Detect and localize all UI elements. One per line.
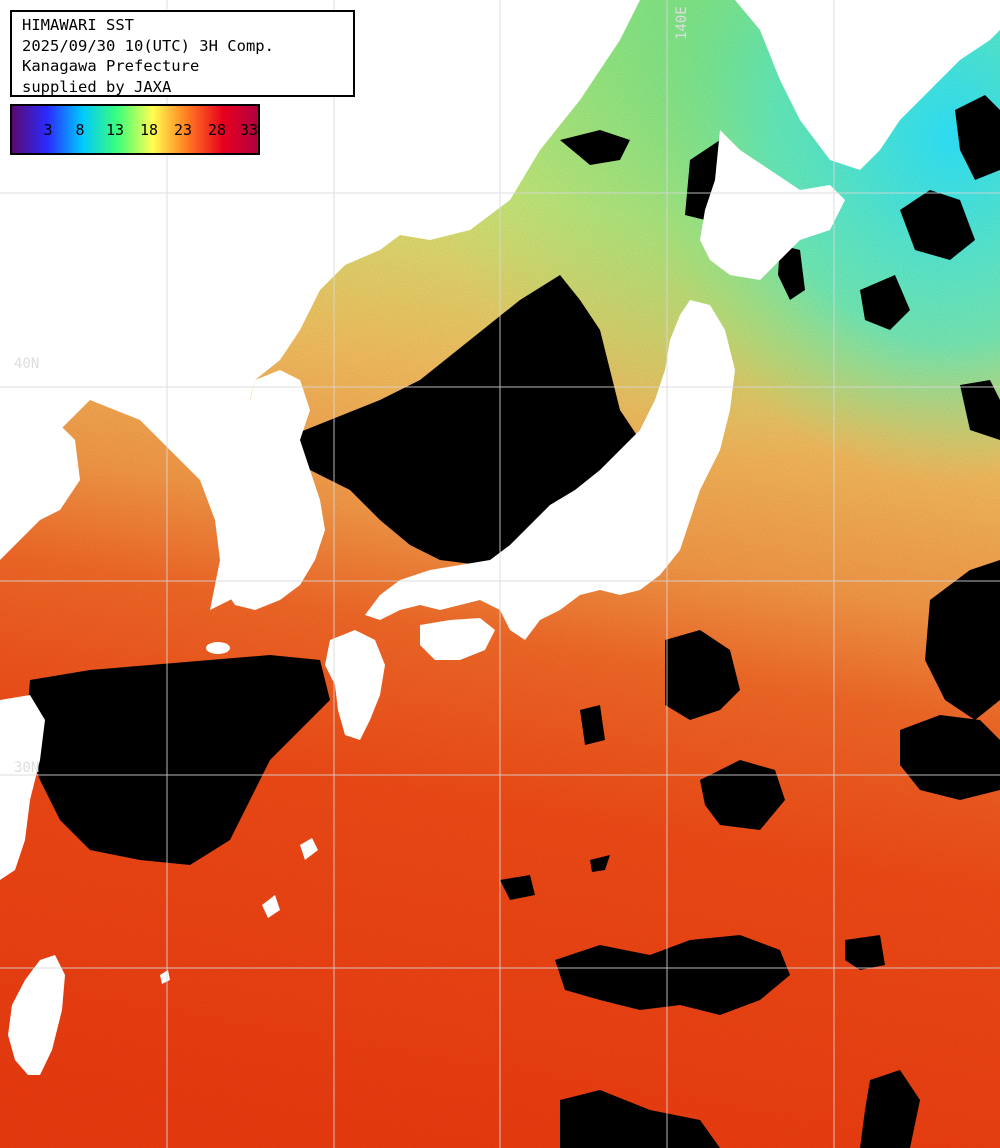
lat-label-30n: 30N <box>14 760 39 776</box>
kyushu <box>325 630 385 740</box>
legend-tick-3: 3 <box>43 121 53 139</box>
honshu <box>365 300 735 640</box>
shikoku <box>420 618 495 660</box>
legend-ticks: 3 8 13 18 23 28 33 <box>12 106 258 153</box>
map-region: Kanagawa Prefecture <box>22 57 200 75</box>
map-credit: supplied by JAXA <box>22 77 172 96</box>
cloud-cover <box>25 95 1000 1148</box>
hokkaido <box>700 130 845 280</box>
legend-tick-18: 18 <box>139 121 159 139</box>
lat-label-40n: 40N <box>14 356 39 372</box>
legend-tick-8: 8 <box>75 121 85 139</box>
map-title: HIMAWARI SST <box>22 16 134 34</box>
taiwan <box>8 955 65 1075</box>
china-coast <box>0 390 80 560</box>
russian-far-east <box>735 0 1000 170</box>
legend-tick-13: 13 <box>105 121 125 139</box>
map-datetime: 2025/09/30 10(UTC) 3H Comp. <box>22 36 274 55</box>
legend-tick-28: 28 <box>207 121 227 139</box>
legend-tick-33: 33 <box>239 121 259 139</box>
legend-tick-23: 23 <box>173 121 193 139</box>
lon-label-140e: 140E <box>674 6 690 40</box>
info-box: HIMAWARI SST 2025/09/30 10(UTC) 3H Comp.… <box>10 10 355 97</box>
legend-color-bar <box>12 106 258 153</box>
korean-peninsula <box>220 370 325 610</box>
color-legend: 3 8 13 18 23 28 33 <box>10 104 260 155</box>
